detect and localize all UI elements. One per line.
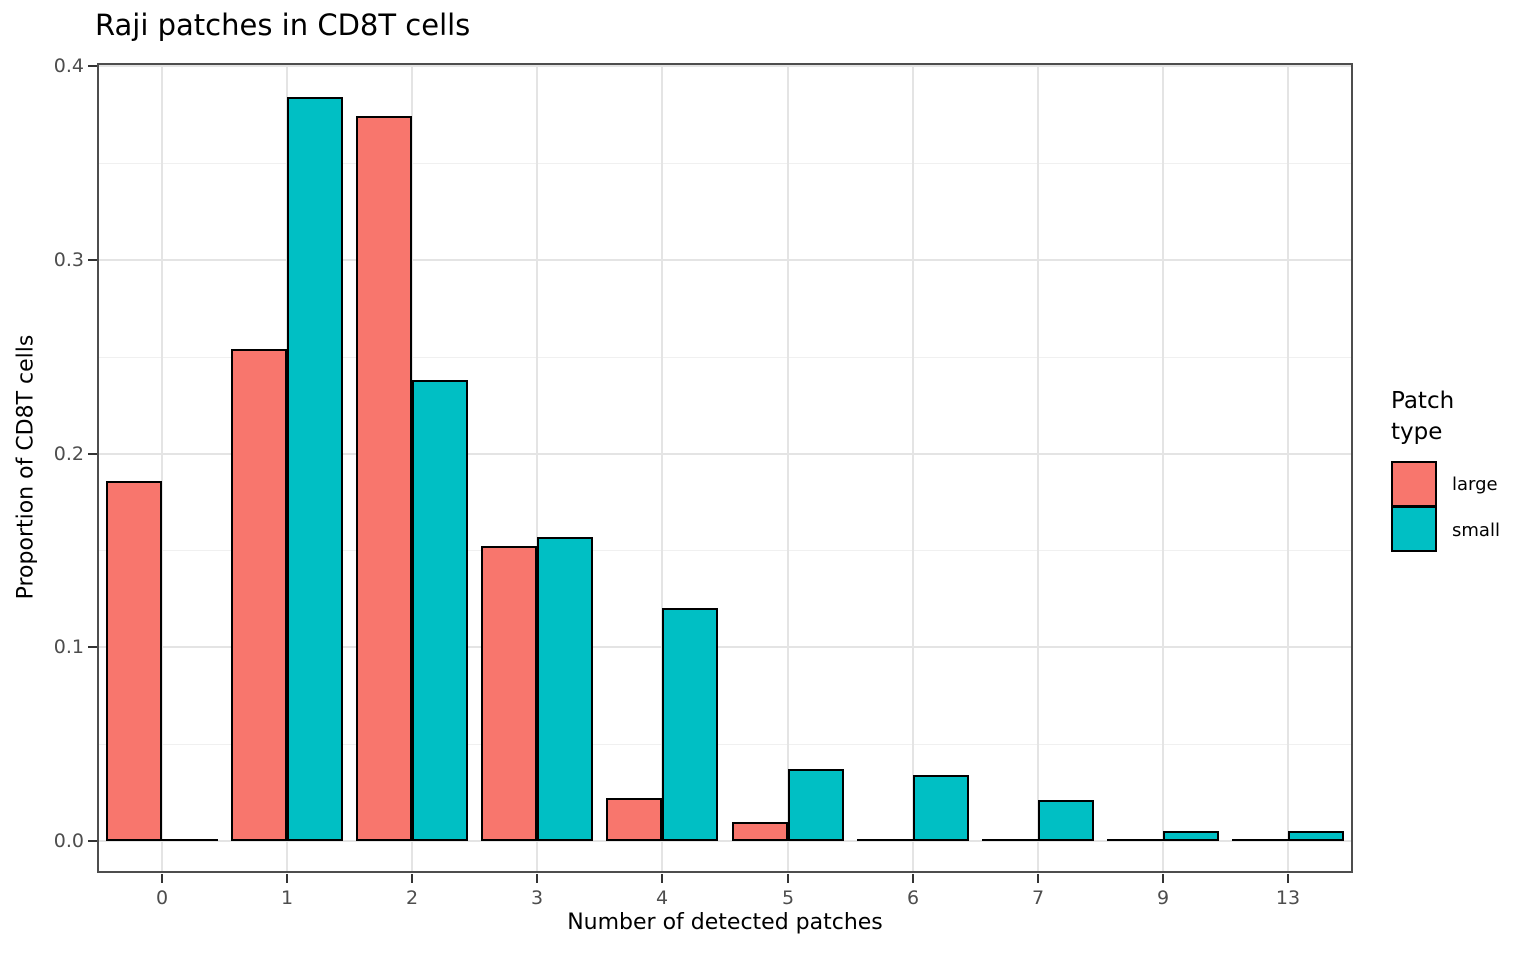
legend-entry-label: large — [1452, 473, 1498, 495]
bar-large-6 — [857, 839, 913, 841]
gridline-minor — [99, 163, 1351, 164]
x-tick-label: 6 — [906, 887, 920, 909]
y-tick-mark — [88, 840, 97, 842]
bar-small-6 — [913, 775, 969, 841]
gridline-vertical — [912, 65, 914, 871]
x-axis-title: Number of detected patches — [567, 910, 883, 935]
gridline-vertical — [787, 65, 789, 871]
bar-small-5 — [788, 769, 844, 841]
bar-large-2 — [356, 116, 412, 841]
x-tick-mark — [661, 874, 663, 883]
x-tick-label: 7 — [1031, 887, 1045, 909]
gridline-minor — [99, 550, 1351, 551]
x-tick-label: 5 — [781, 887, 795, 909]
legend-swatch-large — [1391, 461, 1437, 507]
x-tick-label: 2 — [405, 887, 419, 909]
bar-large-13 — [1232, 839, 1288, 841]
y-tick-mark — [88, 65, 97, 67]
gridline-vertical — [1287, 65, 1289, 871]
y-tick-label: 0.4 — [53, 55, 84, 77]
x-tick-mark — [1037, 874, 1039, 883]
y-axis-title: Proportion of CD8T cells — [13, 334, 39, 600]
bar-small-9 — [1163, 831, 1219, 841]
bar-large-3 — [481, 546, 537, 841]
y-tick-label: 0.2 — [53, 443, 84, 465]
y-tick-label: 0.1 — [53, 636, 84, 658]
x-tick-label: 0 — [155, 887, 169, 909]
x-tick-label: 1 — [280, 887, 294, 909]
gridline-vertical — [1037, 65, 1039, 871]
x-tick-label: 13 — [1275, 887, 1301, 909]
gridline-vertical — [536, 65, 538, 871]
x-tick-mark — [286, 874, 288, 883]
legend-entry-label: small — [1452, 519, 1500, 541]
y-tick-mark — [88, 453, 97, 455]
bar-small-0 — [162, 839, 218, 841]
gridline-vertical — [661, 65, 663, 871]
bar-small-13 — [1288, 831, 1344, 841]
legend-entry-large: large — [1391, 461, 1500, 507]
gridline-major — [99, 646, 1351, 648]
legend-title-line-1: Patch — [1391, 388, 1455, 414]
bar-large-1 — [231, 349, 287, 841]
bar-large-5 — [732, 822, 788, 841]
legend-swatch-small — [1391, 506, 1437, 552]
x-tick-mark — [536, 874, 538, 883]
gridline-minor — [99, 744, 1351, 745]
bar-large-0 — [106, 481, 162, 841]
x-tick-mark — [1162, 874, 1164, 883]
gridline-minor — [99, 357, 1351, 358]
x-tick-label: 9 — [1156, 887, 1170, 909]
bar-large-7 — [982, 839, 1038, 841]
bar-small-4 — [662, 608, 718, 841]
plot-panel — [97, 63, 1353, 873]
bar-small-1 — [287, 97, 343, 841]
legend-title: Patch type — [1391, 386, 1500, 448]
chart-title: Raji patches in CD8T cells — [95, 8, 471, 42]
gridline-vertical — [1162, 65, 1164, 871]
gridline-major — [99, 259, 1351, 261]
bar-small-2 — [412, 380, 468, 841]
x-tick-label: 3 — [530, 887, 544, 909]
gridline-major — [99, 840, 1351, 842]
x-tick-mark — [411, 874, 413, 883]
x-tick-mark — [912, 874, 914, 883]
y-tick-label: 0.3 — [53, 249, 84, 271]
bar-large-9 — [1107, 839, 1163, 841]
x-tick-mark — [787, 874, 789, 883]
gridline-major — [99, 453, 1351, 455]
legend-entry-small: small — [1391, 506, 1500, 553]
gridline-major — [99, 65, 1351, 67]
legend-title-line-2: type — [1391, 419, 1443, 445]
x-tick-mark — [161, 874, 163, 883]
y-tick-mark — [88, 646, 97, 648]
legend-keys: large small — [1391, 461, 1500, 553]
bar-small-7 — [1038, 800, 1094, 841]
x-tick-label: 4 — [655, 887, 669, 909]
y-tick-label: 0.0 — [53, 830, 84, 852]
legend: Patch type large small — [1391, 386, 1500, 553]
y-tick-mark — [88, 259, 97, 261]
bar-large-4 — [606, 798, 662, 841]
gridline-vertical — [161, 65, 163, 871]
x-tick-mark — [1287, 874, 1289, 883]
bar-small-3 — [537, 537, 593, 841]
